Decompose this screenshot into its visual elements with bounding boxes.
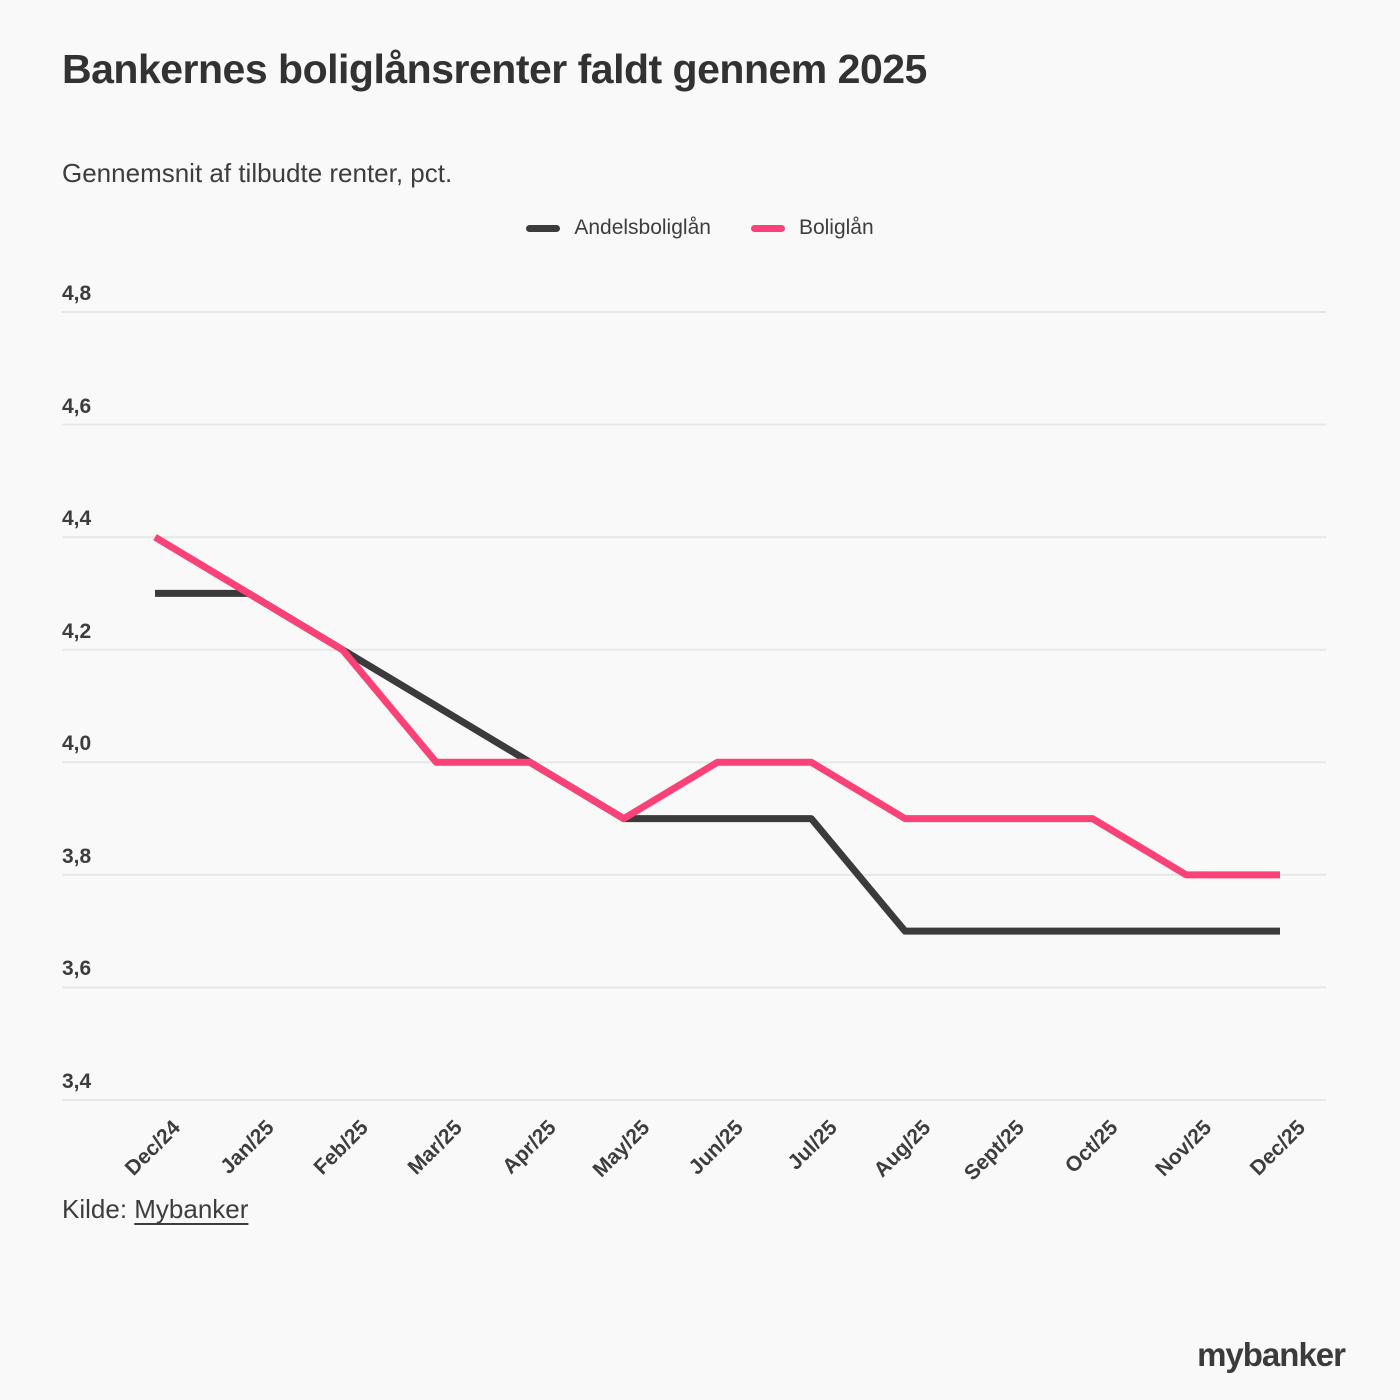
legend-label: Andelsboliglån: [574, 216, 711, 239]
y-tick-label: 4,6: [62, 394, 92, 418]
page-subtitle: Gennemsnit af tilbudte renter, pct.: [62, 158, 453, 188]
y-tick-label: 4,2: [62, 619, 92, 643]
legend-swatch-pink-icon: [750, 224, 785, 232]
y-tick-label: 3,6: [62, 957, 92, 981]
y-tick-label: 3,8: [62, 844, 92, 868]
legend-item-boliglan: Boliglån: [750, 216, 874, 240]
mybanker-logo: mybanker: [1197, 1336, 1346, 1373]
y-tick-label: 4,0: [62, 732, 92, 756]
y-tick-label: 4,4: [62, 507, 92, 531]
source-prefix: Kilde:: [62, 1194, 135, 1224]
legend-swatch-dark-icon: [526, 224, 561, 232]
y-tick-label: 4,8: [62, 282, 92, 305]
legend: Andelsboliglån Boliglån: [0, 216, 1400, 240]
source-line: Kilde: Mybanker: [62, 1194, 248, 1225]
source-link[interactable]: Mybanker: [134, 1194, 249, 1224]
series-line-boliglån: [153, 534, 1280, 879]
legend-label: Boliglån: [798, 216, 874, 239]
page-title: Bankernes boliglånsrenter faldt gennem 2…: [62, 46, 927, 92]
y-tick-label: 3,4: [62, 1070, 92, 1093]
legend-item-andelsboliglan: Andelsboliglån: [526, 216, 711, 240]
